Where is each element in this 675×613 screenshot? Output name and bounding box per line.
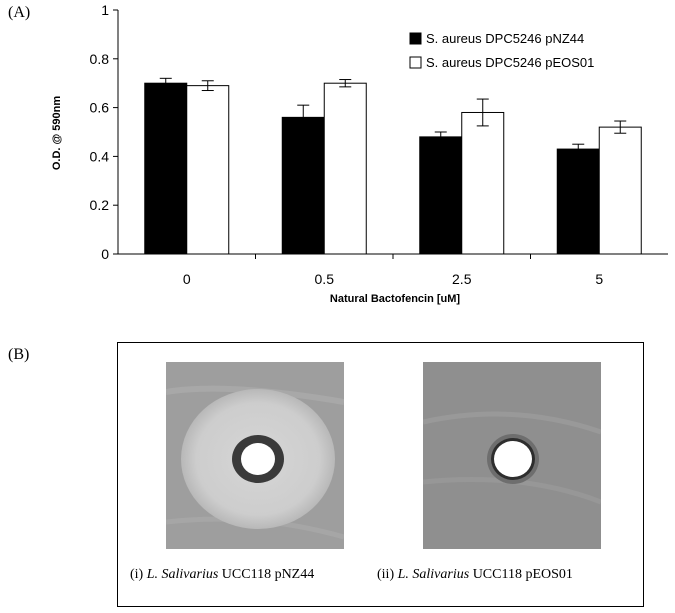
bar-s0-c2 bbox=[419, 136, 463, 255]
y-tick-label-0: 0 bbox=[101, 246, 109, 262]
agar-plate-photo-i bbox=[166, 362, 344, 549]
y-tick-label-3: 0.6 bbox=[90, 100, 110, 116]
panel-b-label: (B) bbox=[8, 346, 30, 363]
y-tick-label-2: 0.4 bbox=[90, 148, 110, 164]
bar-s0-c1 bbox=[281, 116, 325, 255]
legend-swatch-1 bbox=[409, 56, 422, 69]
caption-i: (i) L. Salivarius UCC118 pNZ44 bbox=[130, 567, 314, 583]
y-tick-label-4: 0.8 bbox=[90, 51, 110, 67]
x-tick-label-2: 2.5 bbox=[452, 271, 472, 287]
bar-s1-c0 bbox=[186, 85, 230, 255]
x-tick-label-3: 5 bbox=[595, 271, 603, 287]
caption-i-strain: UCC118 pNZ44 bbox=[218, 567, 315, 582]
bar-s0-c3 bbox=[556, 148, 600, 255]
y-tick-label-5: 1 bbox=[101, 2, 109, 18]
panel-a-label: (A) bbox=[8, 4, 31, 21]
caption-ii: (ii) L. Salivarius UCC118 pEOS01 bbox=[377, 567, 573, 583]
x-axis-label: Natural Bactofencin [uM] bbox=[330, 293, 461, 305]
bars bbox=[144, 77, 642, 255]
legend-swatch-0 bbox=[409, 32, 422, 45]
bar-s1-c2 bbox=[461, 111, 505, 255]
axes: 0 0.2 0.4 0.6 0.8 1 0 0.5 2.5 5 bbox=[90, 2, 668, 287]
bar-s1-c1 bbox=[323, 82, 367, 255]
caption-ii-strain: UCC118 pEOS01 bbox=[469, 567, 573, 582]
figure-b-frame bbox=[117, 342, 644, 607]
y-axis-label: O.D. @ 590nm bbox=[51, 96, 63, 171]
caption-i-species: L. Salivarius bbox=[146, 567, 219, 582]
caption-i-prefix: (i) bbox=[130, 567, 147, 582]
legend: S. aureus DPC5246 pNZ44 S. aureus DPC5246… bbox=[409, 31, 594, 70]
x-tick-label-1: 0.5 bbox=[315, 271, 335, 287]
bar-s1-c3 bbox=[598, 126, 642, 255]
agar-plate-photo-ii bbox=[423, 362, 601, 549]
bar-s0-c0 bbox=[144, 82, 188, 255]
caption-ii-species: L. Salivarius bbox=[397, 567, 470, 582]
caption-ii-prefix: (ii) bbox=[377, 567, 398, 582]
y-tick-label-1: 0.2 bbox=[90, 197, 110, 213]
legend-label-1: S. aureus DPC5246 pEOS01 bbox=[426, 55, 594, 70]
bar-chart: O.D. @ 590nm Natural Bactofencin [uM] 00… bbox=[51, 2, 668, 305]
x-tick-label-0: 0 bbox=[183, 271, 191, 287]
legend-label-0: S. aureus DPC5246 pNZ44 bbox=[426, 31, 584, 46]
